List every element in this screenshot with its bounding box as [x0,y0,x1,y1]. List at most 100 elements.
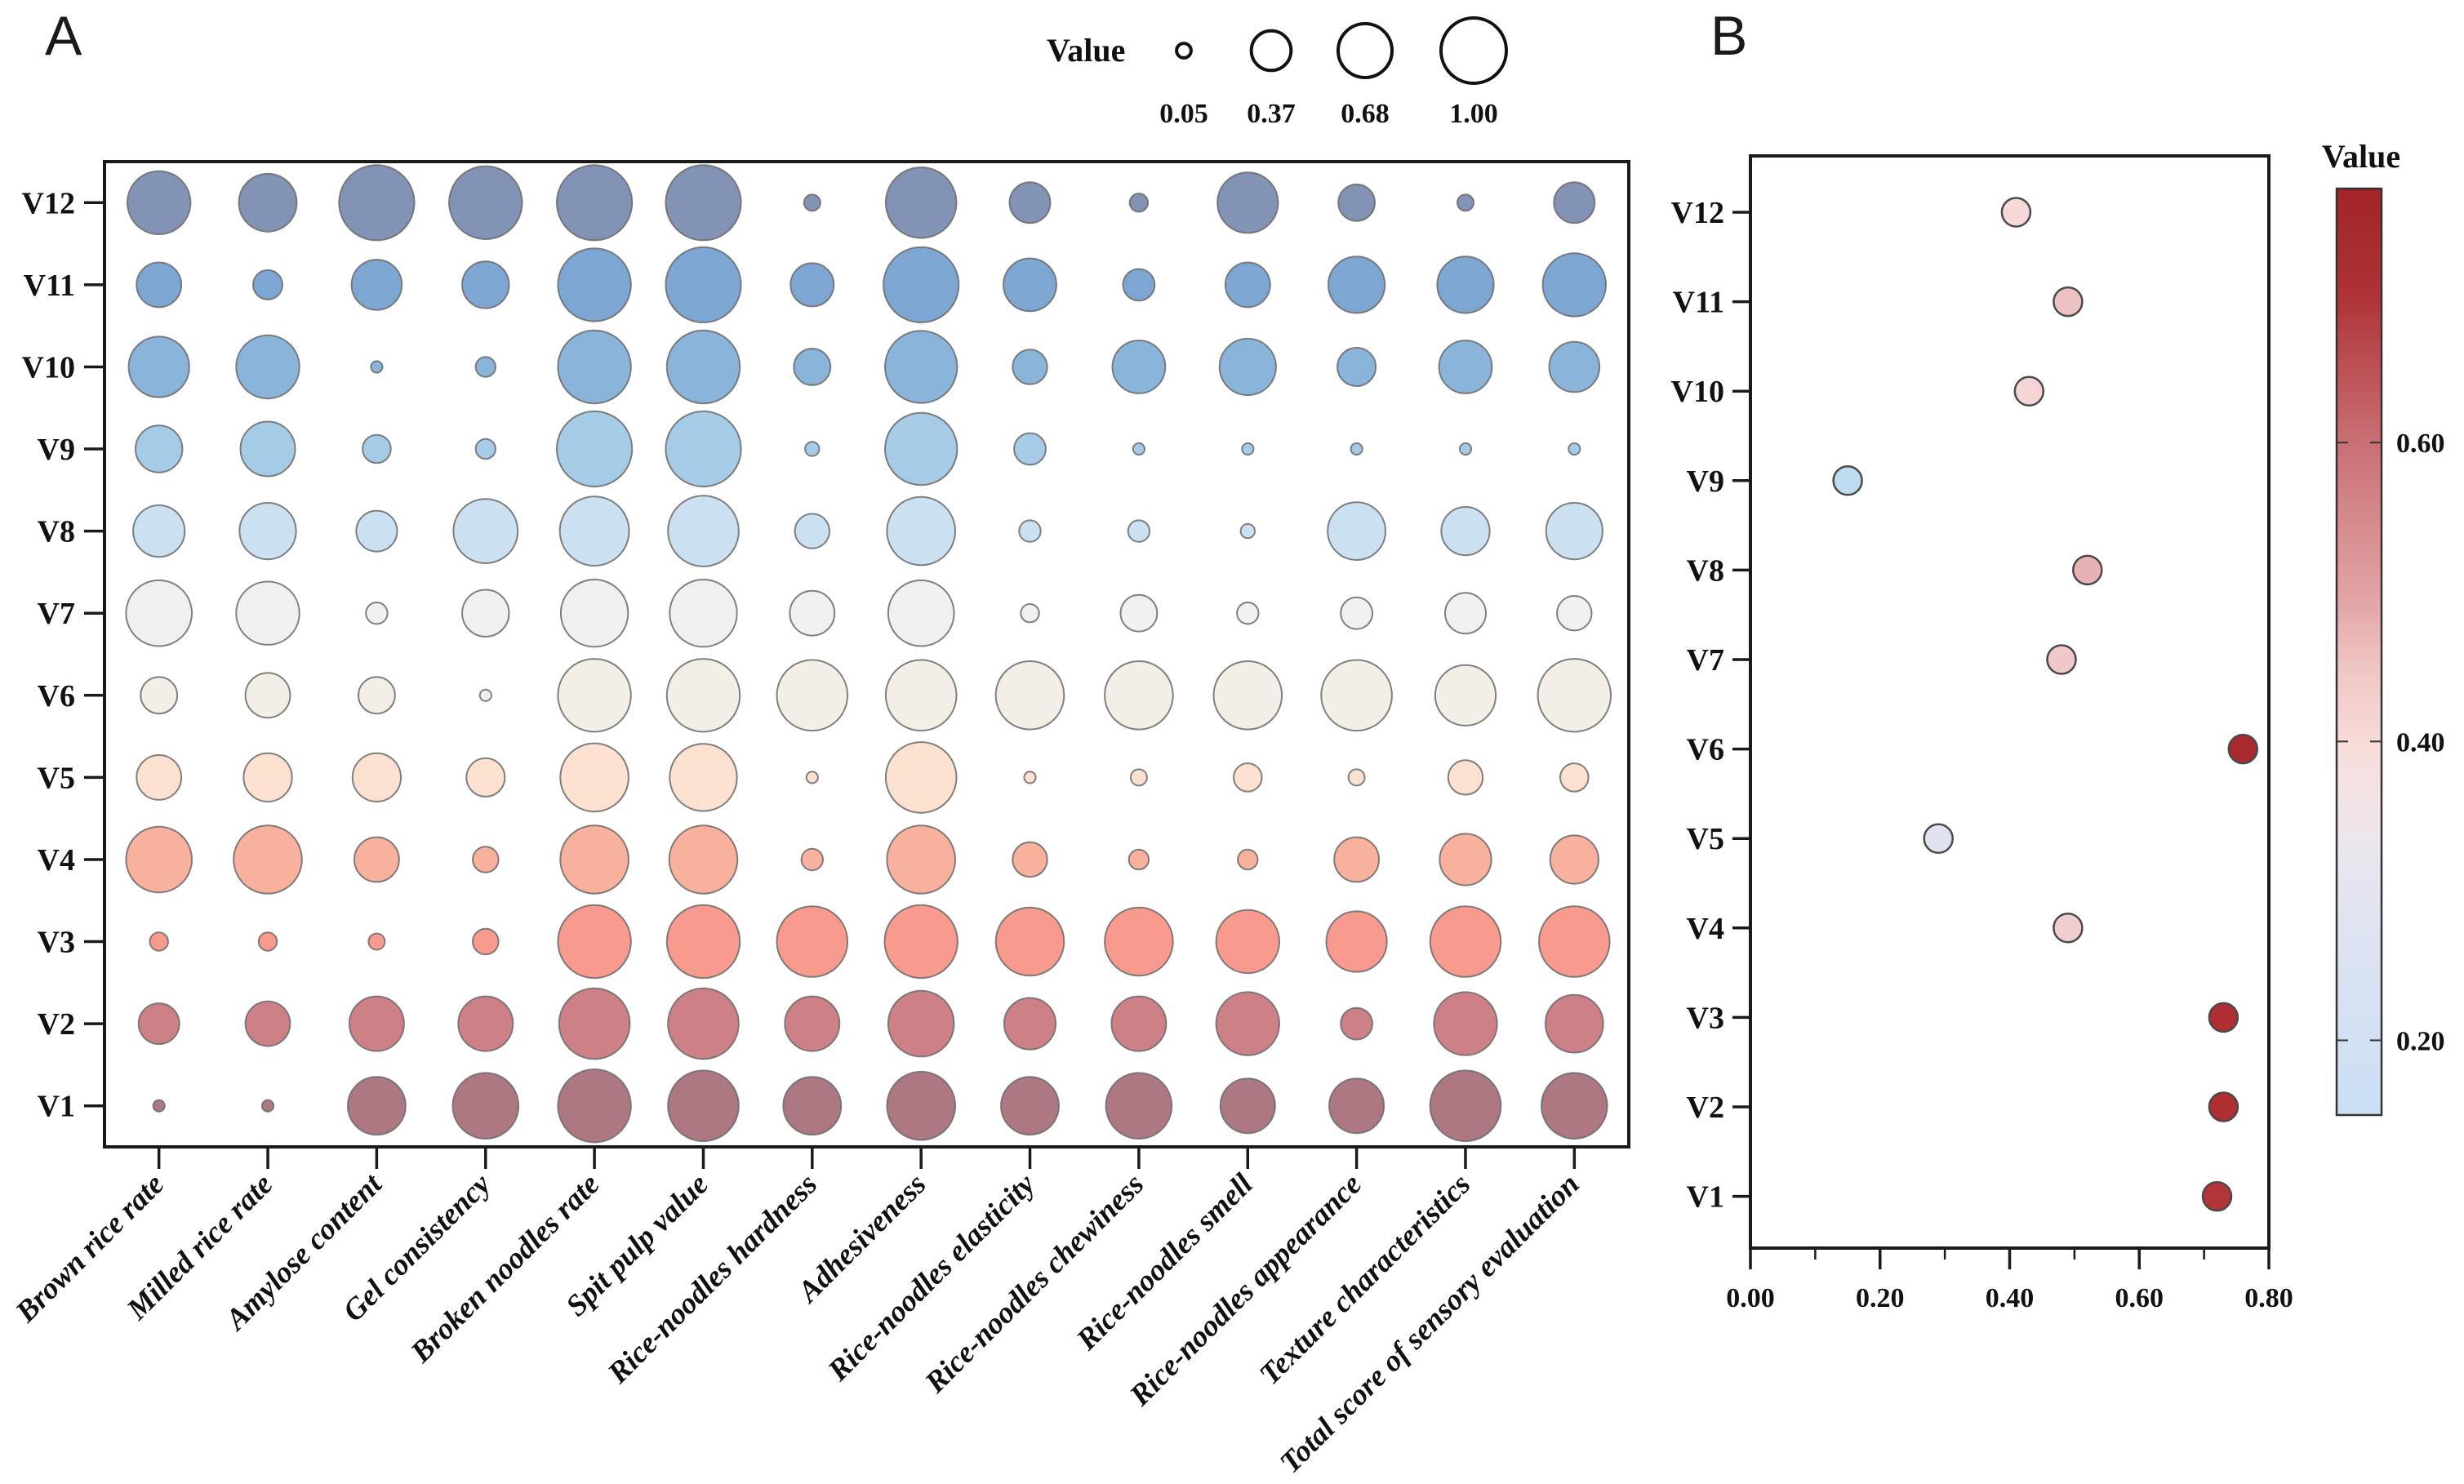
bubble [149,931,169,952]
row-label: V5 [1687,822,1724,856]
scatter-point [1832,465,1863,496]
bubble [1545,502,1603,561]
bubble [235,580,300,646]
bubble [461,260,510,309]
size-legend-value: 0.68 [1341,99,1390,129]
bubble [370,360,384,374]
row-label: V2 [1687,1091,1724,1125]
bubble [1241,442,1255,456]
scatter-point [2053,286,2084,318]
bubble [794,513,830,549]
row-label: V1 [38,1090,75,1124]
scatter-point [2208,1091,2239,1122]
bubble [350,259,403,311]
size-legend-circle [1439,16,1508,85]
scatter-point [2046,644,2077,675]
bubble [1541,1072,1608,1140]
scatter-point [1923,823,1954,854]
bubble [884,330,958,404]
size-legend: 0.05 0.37 0.68 1.00 [1159,16,1508,129]
bubble [668,824,739,895]
bubble [474,356,496,378]
bubble [1215,909,1281,975]
bubble [1433,991,1498,1056]
bubble [1104,906,1174,977]
column-label: Rice-noodles hardness [601,1167,824,1390]
row-label: V4 [38,843,75,878]
bubble [1337,183,1376,222]
bubble [1327,501,1386,561]
bubble [994,660,1065,731]
scatter-point [2201,1180,2233,1212]
row-label: V6 [1687,733,1724,767]
bubble [362,433,392,464]
bubble [152,1099,166,1113]
bubble [244,672,291,719]
row-label: V1 [1687,1180,1724,1215]
bubble [1548,340,1601,393]
bubble [1020,603,1040,624]
bubble [132,504,186,558]
row-label: V10 [1671,375,1724,409]
bubble [784,995,841,1052]
bubble [338,164,416,242]
bubble [252,269,283,300]
bubble [1438,340,1493,394]
bubble [238,502,297,561]
row-label: V11 [1673,286,1724,320]
bubble [257,931,278,952]
x-tick-label: 0.00 [1726,1283,1775,1313]
bubble [238,172,298,233]
bubble [1127,519,1151,543]
bubble [136,754,183,801]
bubble [451,1072,520,1140]
bubble [557,247,632,322]
x-tick-label: 0.80 [2244,1283,2293,1313]
row-label: V11 [24,269,75,303]
bubble [800,847,824,872]
bubble [1333,836,1380,883]
scatter-point [2072,554,2103,586]
bubble [1544,993,1604,1054]
bubble [1458,442,1473,456]
bubble [556,164,634,242]
bubble [667,1069,740,1142]
bubble [461,589,510,638]
bubble [1434,664,1497,726]
bubble [884,659,958,732]
row-label: V9 [38,433,75,467]
bubble [135,424,184,473]
bubble [559,579,629,648]
bubble [127,335,190,398]
bubble [883,246,960,323]
bubble [1119,593,1159,633]
bubble [805,771,819,784]
bubble [1129,768,1148,787]
x-tick-label: 0.60 [2115,1283,2164,1313]
bubble [557,1069,632,1144]
colorbar-tick-label: 0.40 [2396,727,2445,758]
column-label: Rice-noodles elasticity [821,1167,1043,1388]
bubble [1549,834,1599,885]
bubble [1219,1077,1276,1135]
size-legend-circle [1249,29,1293,73]
row-label: V8 [1687,553,1724,588]
row-label: V12 [22,186,75,220]
bubble [1237,848,1259,871]
bubble [239,420,296,478]
bubble [1216,171,1279,234]
bubble [1111,340,1167,394]
bubble [793,348,832,386]
bubble [1122,268,1156,302]
size-legend-title: Value [1047,32,1126,69]
bubble [557,658,632,733]
bubble [884,167,958,239]
bubble [557,329,632,405]
bubble [244,1000,291,1047]
bubble [125,825,193,894]
bubble [242,752,293,803]
bubble [1439,833,1492,886]
colorbar-tick-label: 0.20 [2396,1026,2445,1056]
